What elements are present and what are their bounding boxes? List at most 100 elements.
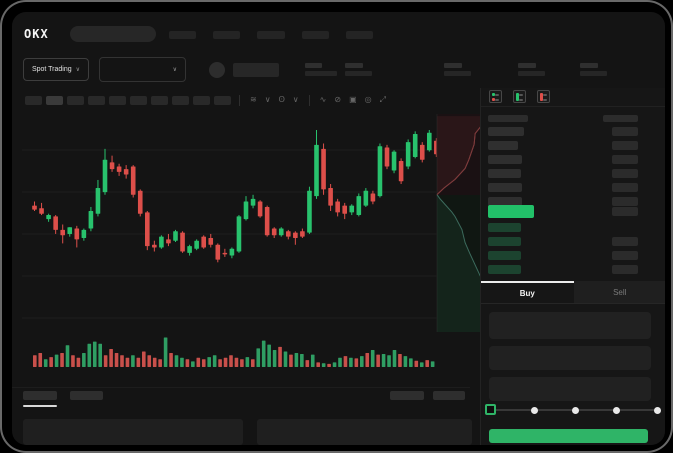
timeframe-button-5[interactable] [109,95,126,105]
ask-price-placeholder[interactable] [488,127,524,136]
candle-body [300,231,305,237]
volume-bar [218,359,222,367]
bottom-action-1[interactable] [390,391,424,400]
bid-price-placeholder[interactable] [488,237,521,246]
last-price-size-placeholder [612,207,638,216]
volume-bar [278,346,282,367]
candle-body [314,144,319,197]
volume-bar [114,353,119,367]
indicators-icon[interactable]: ʘ [278,95,285,104]
order-form-input-2[interactable] [489,346,651,370]
tab-sell[interactable]: Sell [573,281,665,303]
volume-bar [60,353,64,367]
depth-bids-area [437,194,486,332]
candle-body [53,216,58,230]
volume-bar [223,357,228,367]
bottom-tab-2[interactable] [70,391,103,400]
book-view-both-icon[interactable] [489,90,502,103]
nav-item-4[interactable] [302,31,329,39]
search-input[interactable] [70,26,156,42]
volume-bar [256,348,261,367]
volume-bar [349,357,353,367]
volume-bar [294,353,299,367]
settings-gear-icon[interactable]: ◎ [364,95,372,104]
slider-stop-75[interactable] [612,407,620,414]
timeframe-button-1[interactable] [25,95,42,105]
order-panel: Buy Sell [480,88,665,445]
nav-item-3[interactable] [257,31,285,39]
bid-price-placeholder[interactable] [488,223,521,232]
bottom-tab-1[interactable] [23,391,57,400]
volume-bar [180,357,184,367]
candle-body [250,198,256,206]
market-type-dropdown[interactable]: Spot Trading ∨ [23,58,89,81]
volume-bar [419,362,424,367]
timeframe-button-6[interactable] [130,95,147,105]
slider-stop-25[interactable] [530,407,538,414]
timeframe-button-8[interactable] [172,95,189,105]
nav-item-2[interactable] [213,31,240,39]
bid-price-placeholder[interactable] [488,251,521,260]
ask-price-placeholder[interactable] [488,141,518,150]
volume-bar [103,355,108,367]
candle-body [236,216,242,252]
timeframe-button-9[interactable] [193,95,210,105]
chart-type-icon[interactable]: ≋ [250,95,257,104]
pair-selector-dropdown[interactable]: ∨ [99,57,186,82]
ask-price-placeholder[interactable] [488,183,522,192]
candle-body [356,196,362,216]
volume-bar [305,360,310,367]
candle-body [123,169,129,175]
icon-stripe [495,94,499,96]
bid-size-placeholder [612,251,638,260]
stat-label-placeholder [305,63,322,68]
bid-price-placeholder[interactable] [488,265,521,274]
book-view-asks-icon[interactable] [537,90,550,103]
chevron-down-icon[interactable]: ∨ [292,95,299,104]
slider-stop-100[interactable] [653,407,661,414]
candle-body [88,211,94,229]
volume-bar [54,354,59,367]
nav-item-1[interactable] [169,31,196,39]
timeframe-button-3[interactable] [67,95,84,105]
candle-body [370,193,376,202]
timeframe-button-7[interactable] [151,95,168,105]
volume-bar [38,353,43,367]
volume-bar [321,363,326,367]
ask-price-placeholder[interactable] [488,155,522,164]
slider-stop-50[interactable] [571,407,579,414]
active-tab-indicator [23,405,57,407]
volume-bar [174,355,179,367]
ask-price-placeholder[interactable] [488,197,522,206]
candlestick-chart[interactable] [22,110,490,374]
buy-submit-button[interactable] [489,429,648,443]
order-form-input-1[interactable] [489,312,651,339]
timeframe-button-4[interactable] [88,95,105,105]
camera-icon[interactable]: ▣ [349,95,357,104]
compare-icon[interactable]: ⊘ [334,95,342,104]
okx-logo[interactable]: OKX [24,27,49,41]
chevron-down-icon[interactable]: ∨ [264,95,271,104]
timeframe-button-10[interactable] [214,95,231,105]
chevron-down-icon: ∨ [172,67,177,73]
ask-price-placeholder[interactable] [488,169,521,178]
orders-table-placeholder-2 [257,419,472,445]
order-form-input-3[interactable] [489,377,651,401]
stat-value-placeholder [580,71,607,76]
candle-body [152,244,157,248]
tab-buy[interactable]: Buy [481,281,574,303]
volume-bar [261,340,266,367]
volume-bar [82,353,86,367]
timeframe-button-2[interactable] [46,95,63,105]
book-view-bids-icon[interactable] [513,90,526,103]
volume-bar [98,343,102,367]
candle-body [81,229,87,238]
fullscreen-icon[interactable]: ⤢ [379,95,387,104]
amount-slider-handle[interactable] [485,404,496,415]
volume-bar [43,359,48,367]
nav-item-5[interactable] [346,31,373,39]
bottom-action-2[interactable] [433,391,465,400]
line-style-icon[interactable]: ∿ [319,95,327,104]
ticker-stat-2 [345,63,372,76]
